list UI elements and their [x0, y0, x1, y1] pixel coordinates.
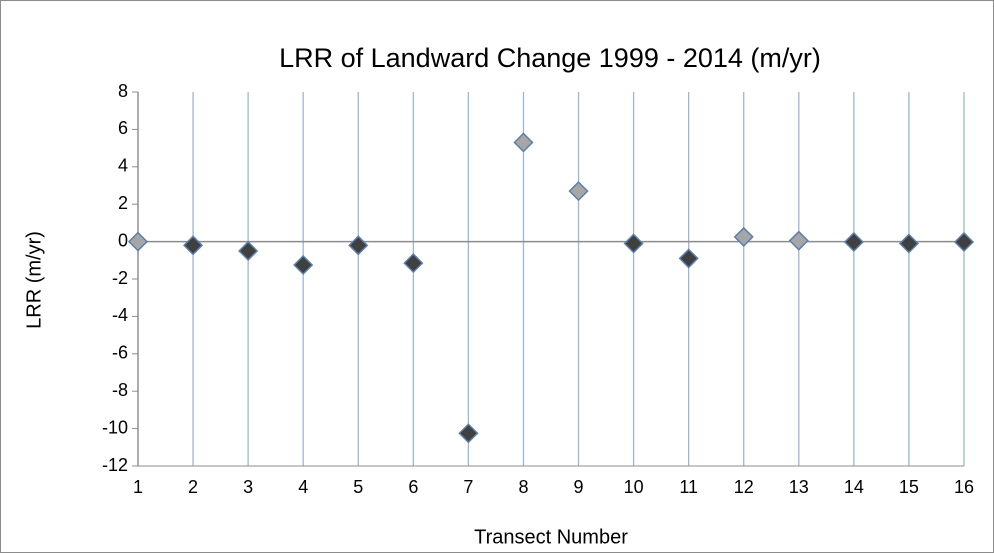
x-tick-label: 5 — [353, 477, 363, 497]
x-tick-label: 15 — [899, 477, 919, 497]
x-tick-label: 9 — [574, 477, 584, 497]
y-tick-label: -10 — [102, 417, 128, 437]
x-tick-label: 8 — [518, 477, 528, 497]
x-tick-label: 4 — [298, 477, 308, 497]
x-tick-label: 13 — [789, 477, 809, 497]
y-axis-title: LRR (m/yr) — [23, 231, 45, 329]
x-tick-label: 7 — [463, 477, 473, 497]
chart-title: LRR of Landward Change 1999 - 2014 (m/yr… — [279, 43, 821, 73]
marker — [733, 226, 754, 247]
marker — [348, 235, 369, 256]
marker — [183, 235, 204, 256]
y-tick-label: -6 — [112, 343, 128, 363]
y-tick-label: -2 — [112, 268, 128, 288]
x-tick-label: 12 — [734, 477, 754, 497]
marker — [513, 132, 534, 153]
y-tick-label: -4 — [112, 305, 128, 325]
y-tick-label: 4 — [118, 156, 128, 176]
y-tick-label: 0 — [118, 230, 128, 250]
x-tick-label: 16 — [954, 477, 974, 497]
x-tick-label: 2 — [188, 477, 198, 497]
marker — [678, 248, 699, 269]
y-tick-label: -12 — [102, 455, 128, 475]
marker — [953, 231, 975, 253]
x-tick-label: 6 — [408, 477, 418, 497]
marker — [898, 233, 919, 254]
marker — [623, 233, 644, 254]
marker — [293, 254, 314, 276]
marker — [238, 240, 259, 262]
marker — [403, 253, 424, 274]
marker — [127, 231, 149, 252]
y-tick-label: 2 — [118, 193, 128, 213]
y-tick-label: 8 — [118, 81, 128, 101]
x-tick-label: 10 — [624, 477, 644, 497]
marker — [843, 231, 864, 253]
marker — [458, 423, 479, 444]
x-axis-title: Transect Number — [474, 526, 628, 548]
y-tick-label: 6 — [118, 118, 128, 138]
x-tick-label: 11 — [679, 477, 698, 497]
marker — [568, 181, 589, 202]
x-tick-label: 3 — [243, 477, 253, 497]
y-tick-label: -8 — [112, 380, 128, 400]
marker — [788, 230, 809, 251]
x-tick-label: 1 — [133, 477, 143, 497]
x-tick-label: 14 — [844, 477, 864, 497]
